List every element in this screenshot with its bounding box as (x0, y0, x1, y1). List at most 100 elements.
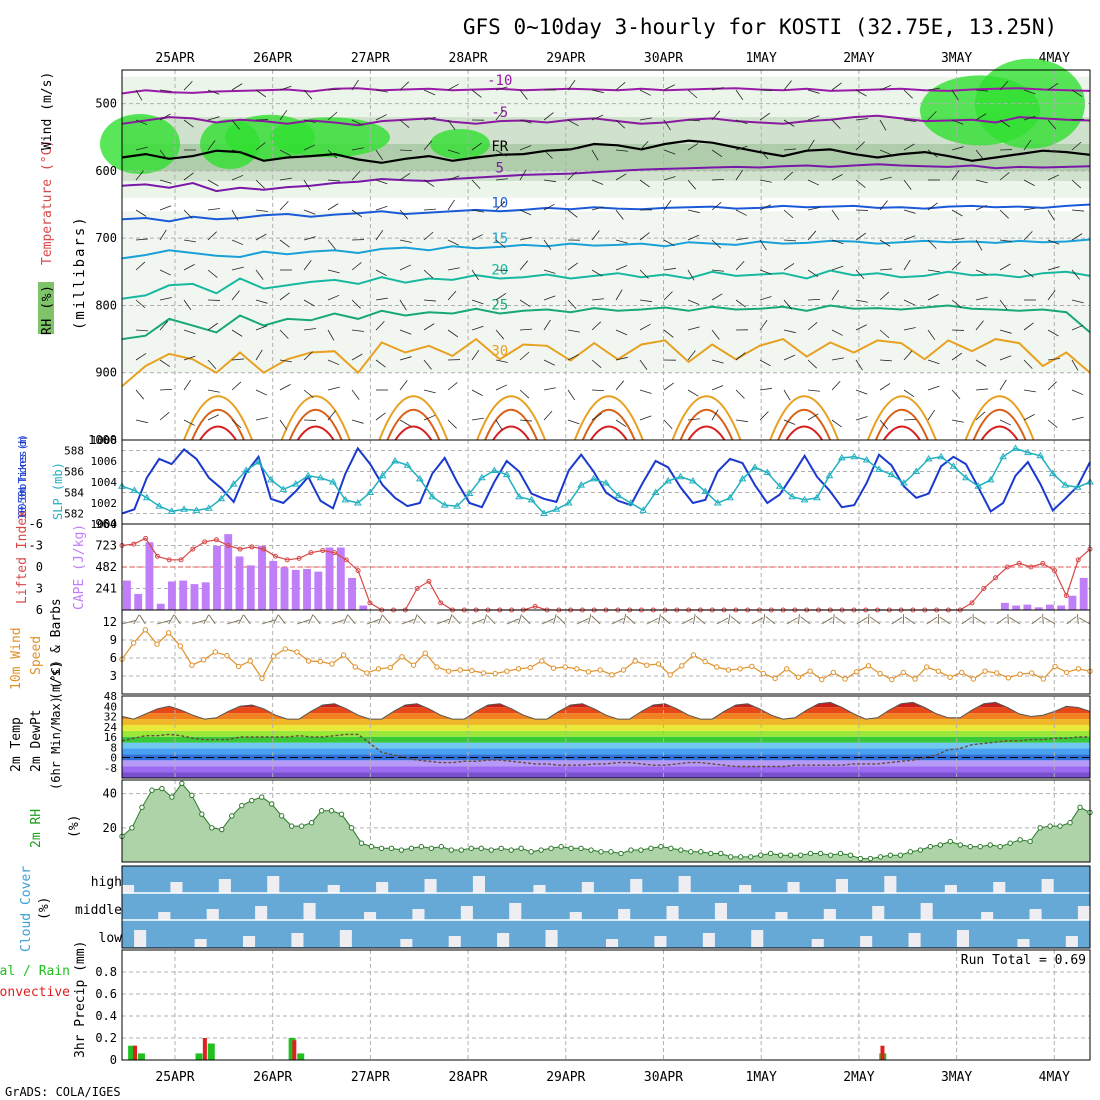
wind-barb (1023, 389, 1036, 393)
wind-barb (759, 359, 771, 367)
cloud-cell (327, 885, 340, 893)
wind-barb (735, 169, 744, 181)
li-marker (438, 600, 444, 606)
slp-axis-labels: 1000-500mb Thickness (dm) SLP (mb) (16, 434, 65, 520)
wind-barb (471, 142, 482, 151)
wind-barb (903, 389, 915, 398)
isotherm-line (121, 304, 1091, 341)
temp-mask (122, 696, 1090, 720)
wind-barb (135, 419, 148, 424)
panel-frame (121, 695, 1091, 779)
cloud-cell (993, 882, 1006, 893)
tick-label: 0.6 (95, 987, 117, 1001)
wind-barb (495, 201, 506, 211)
wind-barb (1023, 359, 1033, 369)
wind-barb (327, 149, 338, 159)
slp-marker (527, 495, 536, 503)
wind10-barb (133, 614, 140, 625)
temp2m-label-a: 2m Temp (9, 717, 24, 772)
tick-label: 3 (36, 582, 43, 596)
wind-barb (183, 419, 195, 426)
wind-speed-marker (982, 668, 988, 674)
rh-marker (498, 845, 504, 852)
slp-marker (490, 466, 499, 473)
precip-total-bar (128, 1045, 136, 1060)
wind10-barb (800, 616, 811, 625)
wind10-barb (417, 615, 426, 625)
thickness-line (121, 446, 1091, 515)
cloud-cell (400, 939, 413, 947)
wind-barb (447, 83, 459, 91)
cloud-cell (714, 903, 727, 920)
wind-barb (279, 149, 291, 156)
slp-marker (291, 480, 300, 487)
wind-barb (687, 143, 699, 151)
rh-marker (308, 820, 315, 826)
wind-barb (711, 385, 724, 391)
wind-barb (207, 389, 220, 393)
wind-speed-marker (900, 669, 907, 676)
rh-marker (837, 850, 844, 857)
wind10-barb (506, 618, 520, 625)
date-label-top: 26APR (253, 51, 292, 66)
wind-barb (519, 389, 530, 399)
rh-marker (268, 801, 275, 807)
slp-marker (502, 470, 511, 478)
slp-marker (751, 463, 759, 470)
wind-barb (375, 205, 388, 211)
wind-barb (159, 320, 169, 331)
wind10-barb (238, 614, 244, 625)
date-label-bottom: 3MAY (941, 1070, 972, 1085)
wind-barb (471, 299, 484, 305)
wind-barb (279, 239, 290, 248)
wind-barb (303, 144, 316, 151)
wind-barb (231, 174, 244, 181)
tick-label: 0.4 (95, 1009, 117, 1023)
wind-barb (423, 299, 436, 302)
wind-barb (951, 146, 964, 151)
wind10-barb (541, 618, 554, 625)
wind-barb (591, 230, 600, 241)
wind-barb (903, 143, 915, 151)
wind-barb (135, 353, 147, 361)
date-label-bottom: 4MAY (1039, 1070, 1070, 1085)
cape-bar (1023, 604, 1032, 610)
wind-barb (831, 149, 844, 153)
wind-barb (135, 389, 145, 400)
wind-barb (399, 264, 412, 271)
wind-barb (471, 179, 481, 190)
li-marker (154, 553, 160, 559)
tick-label: -8 (104, 762, 117, 775)
wind-barb (519, 145, 532, 151)
warm-contour (874, 408, 929, 441)
wind-barb (759, 269, 772, 275)
wind-barb (399, 356, 412, 361)
li-marker (1004, 564, 1010, 570)
wind-barb (711, 409, 719, 421)
wind-speed-marker (469, 667, 475, 674)
panel-frame (121, 439, 1091, 525)
slp-marker (391, 457, 399, 464)
wind-barb (999, 299, 1008, 310)
wind-speed-marker (364, 670, 370, 676)
upper-temp-label: Temperature (°C) (40, 140, 55, 265)
wind-barb (975, 359, 987, 367)
cloud-cell (267, 876, 280, 893)
li-marker (284, 557, 290, 563)
wind-barb (303, 179, 311, 191)
warm-contour (679, 408, 734, 441)
slp-marker (1073, 483, 1082, 490)
wind-speed-marker (655, 661, 662, 667)
tick-label: 584 (64, 487, 84, 500)
wind-barb (207, 359, 217, 370)
wind-barb (519, 419, 532, 422)
warm-contour (883, 425, 921, 441)
cape-bar (156, 603, 165, 610)
rh-marker (877, 854, 884, 860)
wind-barb (519, 260, 529, 271)
wind-barb (159, 411, 170, 421)
rh-high-blob (100, 114, 180, 174)
slp-marker (589, 474, 598, 482)
slp-marker (763, 468, 772, 476)
rh2m-label-b: (%) (67, 815, 82, 838)
